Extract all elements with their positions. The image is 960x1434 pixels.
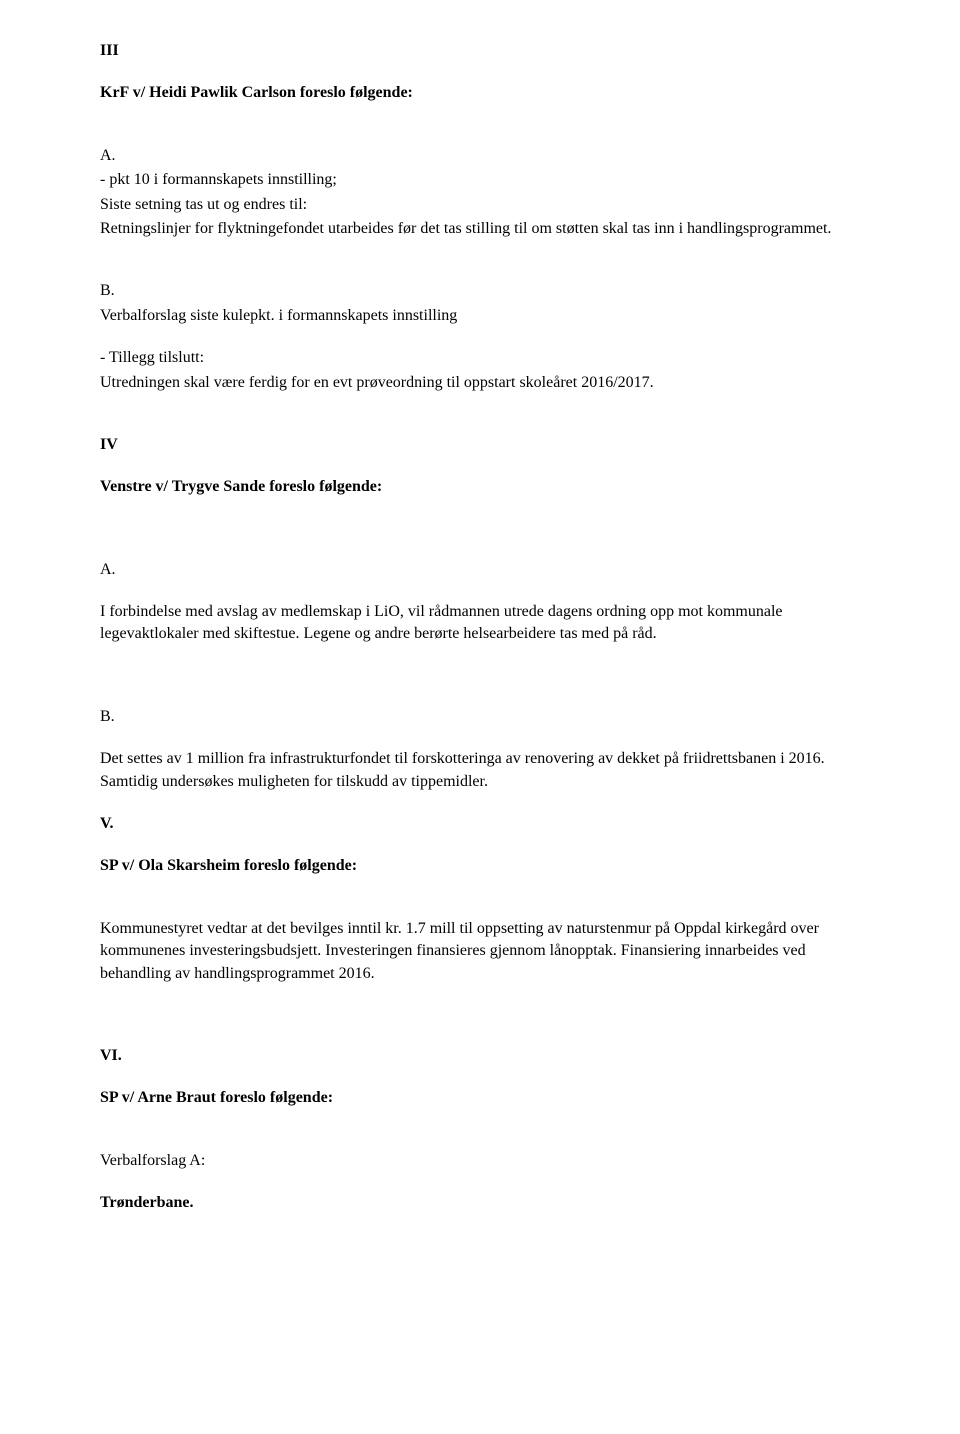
section-4-part-a-text: I forbindelse med avslag av medlemskap i… xyxy=(100,601,860,646)
section-5-proposer: SP v/ Ola Skarsheim foreslo følgende: xyxy=(100,855,860,877)
section-3-part-b-line3: Utredningen skal være ferdig for en evt … xyxy=(100,372,860,394)
section-3-heading: III xyxy=(100,40,860,62)
section-3-proposer: KrF v/ Heidi Pawlik Carlson foreslo følg… xyxy=(100,82,860,104)
section-6-line2: Trønderbane. xyxy=(100,1192,860,1214)
section-4-proposer: Venstre v/ Trygve Sande foreslo følgende… xyxy=(100,476,860,498)
section-4-part-b-label: B. xyxy=(100,706,860,728)
section-3-part-a-line3: Retningslinjer for flyktningefondet utar… xyxy=(100,218,860,240)
section-3-part-a-label: A. xyxy=(100,145,860,167)
section-4-heading: IV xyxy=(100,434,860,456)
section-3-part-a-line1: - pkt 10 i formannskapets innstilling; xyxy=(100,169,860,191)
section-6-heading: VI. xyxy=(100,1045,860,1067)
section-5-heading: V. xyxy=(100,813,860,835)
section-6-line1: Verbalforslag A: xyxy=(100,1150,860,1172)
section-3-part-b-label: B. xyxy=(100,280,860,302)
section-6-proposer: SP v/ Arne Braut foreslo følgende: xyxy=(100,1087,860,1109)
section-3-part-a-line2: Siste setning tas ut og endres til: xyxy=(100,194,860,216)
section-4-part-b-text: Det settes av 1 million fra infrastruktu… xyxy=(100,748,860,793)
section-4-part-a-label: A. xyxy=(100,559,860,581)
section-3-part-b-line1: Verbalforslag siste kulepkt. i formannsk… xyxy=(100,305,860,327)
section-5-text: Kommunestyret vedtar at det bevilges inn… xyxy=(100,918,860,985)
section-3-part-b-line2: - Tillegg tilslutt: xyxy=(100,347,860,369)
